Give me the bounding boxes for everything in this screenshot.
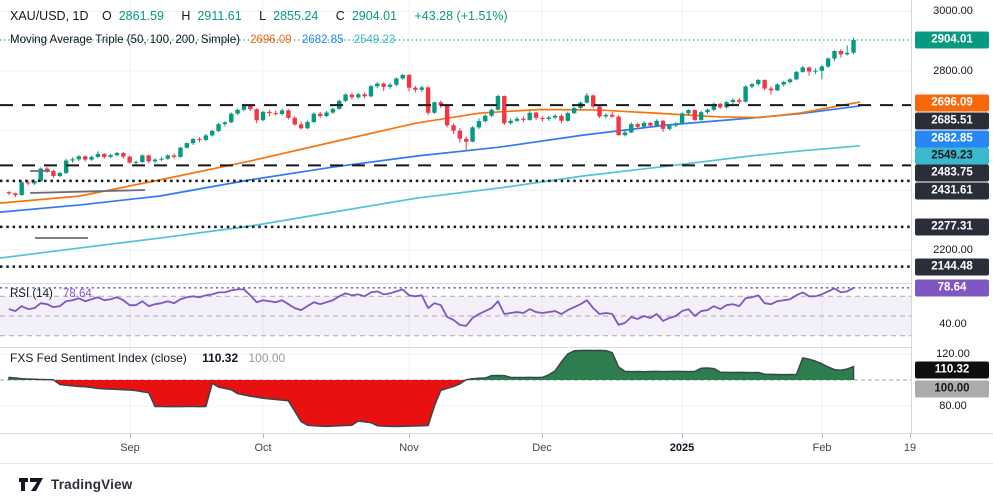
tradingview-attribution[interactable]: TradingView	[18, 477, 132, 492]
symbol-title: XAU/USD, 1D	[10, 9, 89, 23]
ohlc-close: C 2904.01	[335, 9, 398, 23]
time-tick-mark	[682, 434, 683, 438]
price-badge: 100.00	[915, 380, 989, 397]
price-badge: 2277.31	[915, 218, 989, 236]
y-axis-label: 40.00	[939, 318, 967, 330]
time-tick-mark	[542, 434, 543, 438]
time-axis-label: 19	[903, 442, 917, 454]
y-axis-label: 80.00	[939, 400, 967, 412]
fxs-baseline-value: 100.00	[248, 351, 286, 365]
time-axis[interactable]: Sep Oct Nov Dec 2025 Feb 19	[0, 433, 993, 464]
ma-indicator-title: Moving Average Triple (50, 100, 200, Sim…	[10, 34, 240, 46]
y-axis-label: 3000.00	[933, 5, 973, 17]
price-badge: 2483.75	[915, 164, 989, 182]
tradingview-logo-icon	[19, 478, 43, 491]
chart-canvas[interactable]	[0, 0, 911, 463]
time-axis-label: Feb	[812, 442, 832, 454]
ma200-value: 2549.23	[353, 34, 396, 46]
ohlc-low: L 2855.24	[259, 9, 319, 23]
time-tick-mark	[822, 434, 823, 438]
rsi-indicator-title: RSI (14)	[10, 288, 53, 300]
time-axis-label: Dec	[532, 442, 552, 454]
time-tick-mark	[910, 434, 911, 438]
y-axis-label: 2800.00	[933, 65, 973, 77]
ohlc-high: H 2911.61	[181, 9, 242, 23]
fxs-legend-row[interactable]: FXS Fed Sentiment Index (close) 110.32 1…	[10, 351, 292, 365]
y-axis-label: 120.00	[936, 348, 970, 360]
price-scale[interactable]: 3000.00 2800.00 2200.00 40.00 120.00 80.00 290…	[911, 0, 993, 433]
rsi-value: 78.64	[63, 288, 92, 300]
tradingview-brand-text: TradingView	[51, 477, 133, 492]
time-axis-label: Nov	[399, 442, 419, 454]
ohlc-open: O 2861.59	[101, 9, 164, 23]
time-axis-label: Oct	[254, 442, 272, 454]
ma50-value: 2696.09	[250, 34, 292, 46]
time-axis-label: Sep	[120, 442, 140, 454]
time-tick-mark	[130, 434, 131, 438]
rsi-legend-row[interactable]: RSI (14) 78.64	[10, 288, 99, 300]
price-change: +43.28 (+1.51%)	[414, 9, 508, 23]
pane-separator-fxs[interactable]	[0, 347, 993, 348]
ma-legend-row[interactable]: Moving Average Triple (50, 100, 200, Sim…	[10, 34, 402, 46]
fxs-indicator-title: FXS Fed Sentiment Index (close)	[10, 351, 187, 365]
pane-separator-rsi[interactable]	[0, 283, 993, 284]
symbol-legend-row[interactable]: XAU/USD, 1D O 2861.59 H 2911.61 L 2855.24 C…	[10, 9, 515, 23]
price-badge: 2685.51	[915, 112, 989, 130]
price-badge: 110.32	[915, 361, 989, 379]
price-badge: 2696.09	[915, 94, 989, 112]
time-tick-mark	[409, 434, 410, 438]
y-axis-label: 2200.00	[933, 244, 973, 256]
ma100-value: 2682.85	[301, 34, 344, 46]
time-axis-label: 2025	[669, 442, 695, 454]
price-badge: 2549.23	[915, 147, 989, 164]
price-badge: 2431.61	[915, 182, 989, 200]
fxs-value: 110.32	[202, 351, 239, 365]
price-badge: 2144.48	[915, 258, 989, 276]
time-tick-mark	[263, 434, 264, 438]
price-badge: 2904.01	[915, 31, 989, 49]
price-badge: 2682.85	[915, 130, 989, 148]
price-badge: 78.64	[915, 279, 989, 297]
